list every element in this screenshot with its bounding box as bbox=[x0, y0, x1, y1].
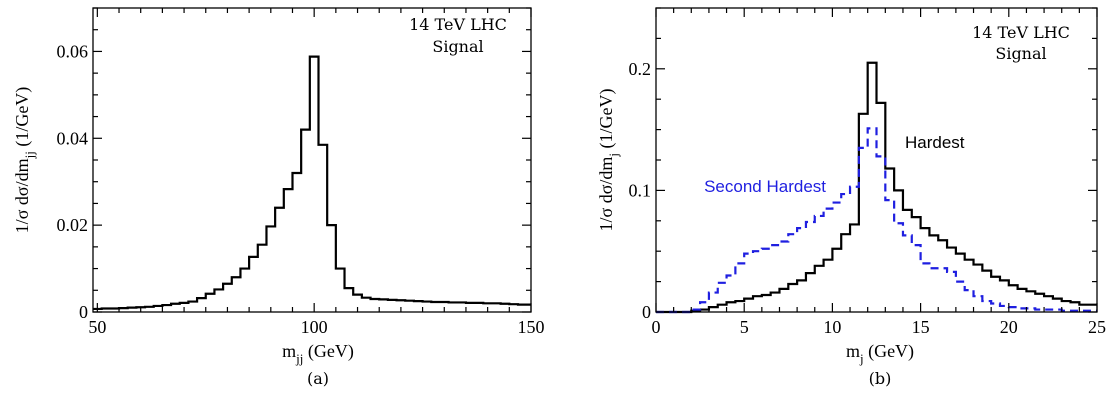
y-tick-label: 0 bbox=[79, 302, 88, 322]
x-tick-label: 150 bbox=[518, 317, 545, 337]
annotation-text: 14 TeV LHC bbox=[409, 15, 507, 34]
y-axis-title: 1/σ dσ/dmjj (1/GeV) bbox=[12, 87, 37, 234]
x-tick-label: 25 bbox=[1088, 317, 1106, 337]
annotation-text: Signal bbox=[432, 37, 483, 56]
x-tick-label: 5 bbox=[740, 317, 749, 337]
chart-panel-b: 0 5 10 15 20 25 0 0.1 0.2 14 TeV LHC Signal mj (GeV… bbox=[596, 7, 1106, 388]
y-tick-label: 0.2 bbox=[629, 59, 652, 79]
legend-second-hardest: Second Hardest bbox=[704, 177, 826, 196]
x-tick-label: 50 bbox=[88, 317, 106, 337]
series-histogram bbox=[93, 55, 531, 311]
x-tick-label: 100 bbox=[301, 317, 328, 337]
x-tick-label: 0 bbox=[652, 317, 661, 337]
annotation-text: Signal bbox=[995, 44, 1046, 63]
series-hardest bbox=[656, 61, 1097, 314]
y-axis-title: 1/σ dσ/dmj (1/GeV) bbox=[596, 88, 621, 231]
x-axis-title: mj (GeV) bbox=[846, 341, 914, 366]
legend-hardest: Hardest bbox=[905, 133, 965, 152]
y-tick-label: 0.06 bbox=[57, 41, 89, 61]
panel-caption: (b) bbox=[869, 369, 892, 388]
chart-panel-a: 50 100 150 0 0.02 0.04 0.06 14 TeV LHC Signal mjj… bbox=[12, 7, 545, 388]
annotation-text: 14 TeV LHC bbox=[972, 23, 1070, 42]
y-tick-label: 0.1 bbox=[629, 180, 652, 200]
y-tick-label: 0.04 bbox=[57, 128, 89, 148]
series-second-hardest bbox=[656, 127, 1097, 314]
y-tick-label: 0.02 bbox=[57, 215, 89, 235]
x-axis-title: mjj (GeV) bbox=[282, 341, 354, 366]
y-tick-label: 0 bbox=[642, 302, 651, 322]
x-tick-label: 10 bbox=[823, 317, 841, 337]
x-tick-label: 20 bbox=[1000, 317, 1018, 337]
panel-caption: (a) bbox=[307, 369, 329, 388]
x-tick-label: 15 bbox=[912, 317, 930, 337]
